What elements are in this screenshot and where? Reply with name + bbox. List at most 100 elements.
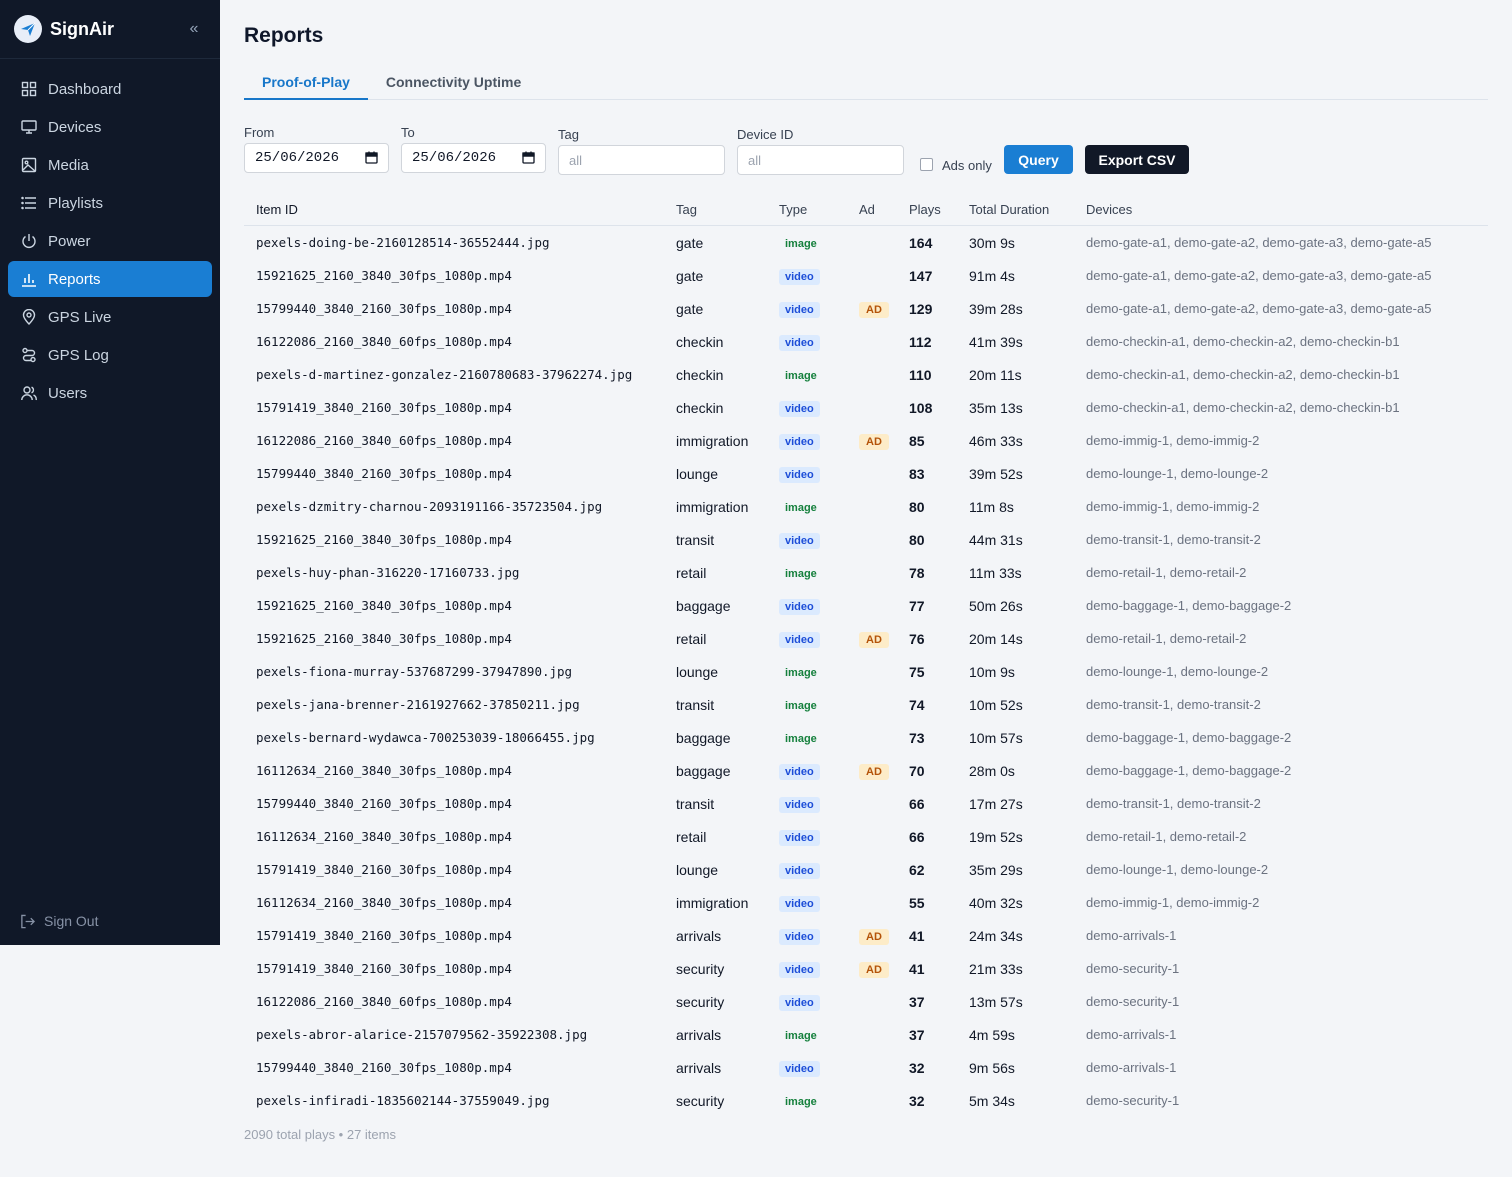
item-id-cell: 15791419_3840_2160_30fps_1080p.mp4 [256,928,512,943]
plays-cell: 37 [909,993,925,1010]
tag-cell: checkin [676,366,724,383]
devices-cell: demo-immig-1, demo-immig-2 [1086,433,1260,448]
sidebar-item-label: Power [48,232,91,250]
plays-cell: 66 [909,795,925,812]
sidebar-item-power[interactable]: Power [8,223,212,259]
calendar-icon[interactable] [522,151,535,164]
table-row: 16122086_2160_3840_60fps_1080p.mp4 securi… [244,985,1488,1018]
ad-cell: AD [848,927,909,945]
col-tag[interactable]: Tag [676,201,697,217]
type-badge: video [779,1060,820,1077]
type-cell: video [768,828,848,846]
item-id-cell: 16112634_2160_3840_30fps_1080p.mp4 [256,829,512,844]
tag-input[interactable]: all [558,145,725,175]
sidebar-item-gps-log[interactable]: GPS Log [8,337,212,373]
type-cell: video [768,795,848,813]
col-type[interactable]: Type [779,201,808,217]
tab-connectivity-uptime[interactable]: Connectivity Uptime [385,74,522,90]
type-badge: video [779,334,820,351]
devices-cell: demo-arrivals-1 [1086,1060,1177,1075]
ad-cell: AD [848,432,909,450]
plays-cell: 77 [909,597,925,614]
plays-cell: 41 [909,960,925,977]
duration-cell: 17m 27s [969,795,1023,812]
ad-badge: AD [859,433,889,450]
tag-label: Tag [558,127,579,142]
table-row: 15799440_3840_2160_30fps_1080p.mp4 gate vi… [244,292,1488,325]
monitor-icon [20,118,38,136]
calendar-icon[interactable] [365,151,378,164]
query-button[interactable]: Query [1004,145,1073,174]
table-row: 16122086_2160_3840_60fps_1080p.mp4 immigr… [244,424,1488,457]
item-id-cell: pexels-jana-brenner-2161927662-37850211.… [256,697,580,712]
type-cell: video [768,267,848,285]
tab-proof-of-play[interactable]: Proof-of-Play [244,66,368,100]
plays-cell: 110 [909,366,932,383]
item-id-cell: 15799440_3840_2160_30fps_1080p.mp4 [256,1060,512,1075]
tag-cell: baggage [676,762,731,779]
ads-only-label[interactable]: Ads only [942,158,992,173]
ad-badge: AD [859,928,889,945]
app-name: SignAir [50,18,115,39]
tag-cell: arrivals [676,1059,722,1076]
devices-cell: demo-gate-a1, demo-gate-a2, demo-gate-a3… [1086,235,1432,250]
item-id-cell: 16112634_2160_3840_30fps_1080p.mp4 [256,763,512,778]
sidebar-item-dashboard[interactable]: Dashboard [8,71,212,107]
tag-cell: immigration [676,894,749,911]
type-cell: video [768,333,848,351]
type-badge: image [785,1029,817,1042]
device-id-input[interactable]: all [737,145,904,175]
sidebar-item-users[interactable]: Users [8,375,212,411]
sign-out-label: Sign Out [44,913,99,929]
collapse-sidebar-icon[interactable]: « [189,20,199,37]
devices-cell: demo-baggage-1, demo-baggage-2 [1086,598,1292,613]
duration-cell: 11m 8s [969,498,1014,515]
sidebar-item-label: Reports [48,270,101,288]
sidebar-item-gps-live[interactable]: GPS Live [8,299,212,335]
table-row: pexels-doing-be-2160128514-36552444.jpg g… [244,226,1488,259]
tag-cell: retail [676,630,707,647]
map-pin-icon [20,308,38,326]
plays-cell: 62 [909,861,925,878]
type-cell: video [768,894,848,912]
from-date-input[interactable]: 25/06/2026 [244,143,389,173]
col-plays[interactable]: Plays [909,201,941,217]
table-row: pexels-dzmitry-charnou-2093191166-357235… [244,490,1488,523]
page-title: Reports [244,24,324,47]
col-devices[interactable]: Devices [1086,201,1133,217]
export-csv-button[interactable]: Export CSV [1085,145,1189,174]
ad-cell: AD [848,762,909,780]
duration-cell: 11m 33s [969,564,1022,581]
type-badge: video [779,829,820,846]
col-total-duration[interactable]: Total Duration [969,201,1050,217]
type-badge: video [779,763,820,780]
type-cell: image [768,234,848,252]
item-id-cell: 15791419_3840_2160_30fps_1080p.mp4 [256,400,512,415]
sidebar-item-label: GPS Live [48,308,112,326]
to-date-input[interactable]: 25/06/2026 [401,143,546,173]
device-id-label: Device ID [737,127,794,142]
sidebar-item-devices[interactable]: Devices [8,109,212,145]
sidebar-item-media[interactable]: Media [8,147,212,183]
ad-badge: AD [859,763,889,780]
duration-cell: 91m 4s [969,267,1015,284]
col-item-id[interactable]: Item ID [256,201,298,217]
sign-out-button[interactable]: Sign Out [20,913,98,929]
type-badge: image [785,732,817,745]
item-id-cell: pexels-abror-alarice-2157079562-35922308… [256,1027,588,1042]
type-cell: image [768,498,848,516]
logo-icon [14,15,42,43]
proof-of-play-table: Item ID Tag Type Ad Plays Total Duration… [244,193,1488,1117]
type-badge: image [785,666,817,679]
item-id-cell: 16122086_2160_3840_60fps_1080p.mp4 [256,433,512,448]
sidebar-item-reports[interactable]: Reports [8,261,212,297]
ad-badge: AD [859,631,889,648]
sidebar-item-playlists[interactable]: Playlists [8,185,212,221]
sidebar-item-label: Media [48,156,89,174]
col-ad[interactable]: Ad [859,201,875,217]
type-badge: image [785,237,817,250]
devices-cell: demo-arrivals-1 [1086,1027,1177,1042]
plays-cell: 32 [909,1092,925,1109]
ads-only-checkbox[interactable] [920,158,933,171]
table-row: 15921625_2160_3840_30fps_1080p.mp4 retail… [244,622,1488,655]
